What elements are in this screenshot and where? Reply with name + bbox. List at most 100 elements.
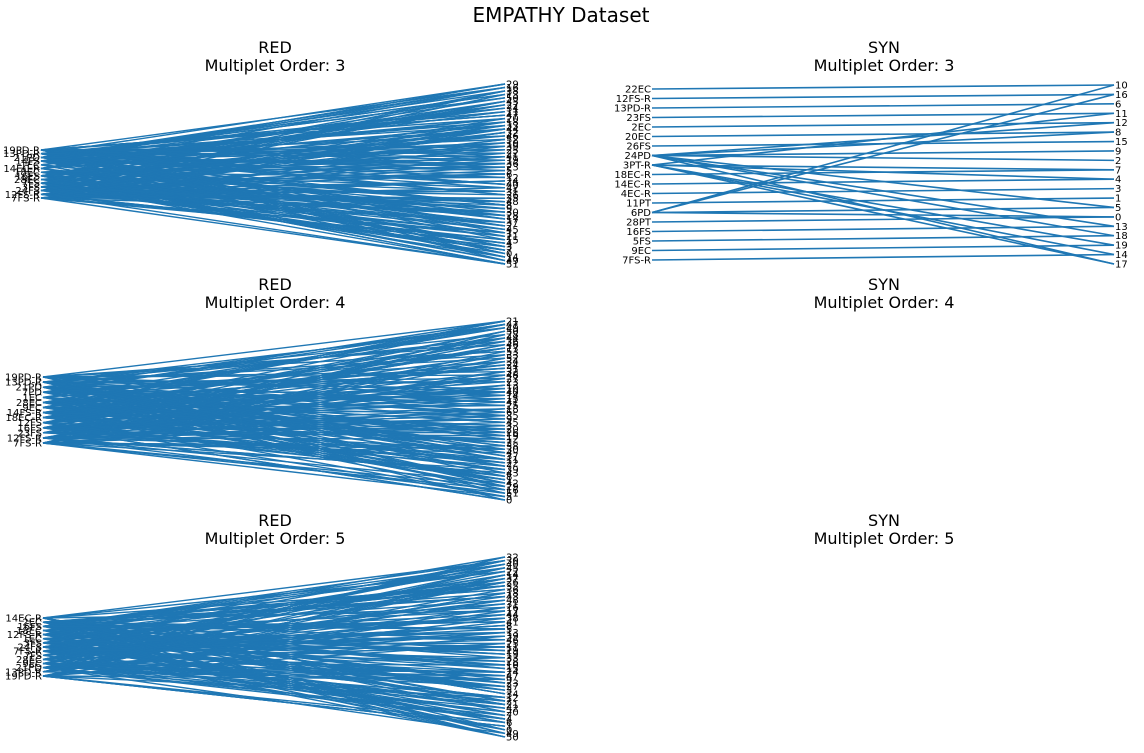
right-node-label: 14 bbox=[506, 391, 519, 402]
right-node-label: 15 bbox=[1115, 137, 1128, 148]
right-node-label: 13 bbox=[506, 90, 519, 101]
right-node-label: 37 bbox=[506, 218, 519, 229]
left-node-label: 20EC bbox=[625, 132, 651, 143]
left-node-label: 7FS bbox=[24, 651, 42, 662]
edge-line bbox=[42, 658, 506, 699]
edge-line bbox=[42, 418, 506, 434]
right-node-label: 3 bbox=[506, 242, 512, 253]
edge-line bbox=[42, 427, 506, 501]
right-node-label: 17 bbox=[506, 344, 519, 355]
right-node-label: 7 bbox=[1115, 165, 1121, 176]
right-node-label: 21 bbox=[506, 317, 519, 328]
edge-line bbox=[42, 675, 506, 724]
right-node-label: 4 bbox=[506, 239, 512, 250]
right-node-label: 36 bbox=[506, 159, 519, 170]
right-node-label: 20 bbox=[506, 707, 519, 718]
edge-line bbox=[40, 86, 506, 170]
right-node-label: 25 bbox=[506, 401, 519, 412]
right-node-label: 26 bbox=[506, 428, 519, 439]
edge-line bbox=[40, 149, 506, 161]
left-node-label: 3FS bbox=[22, 182, 40, 193]
right-node-label: 44 bbox=[506, 333, 519, 344]
edge-line bbox=[651, 84, 1115, 90]
right-node-label: 38 bbox=[506, 441, 519, 452]
right-node-label: 40 bbox=[506, 560, 519, 571]
left-node-label: 13PD-R bbox=[5, 667, 42, 678]
left-node-label: 18EC bbox=[14, 168, 40, 179]
right-node-label: 6 bbox=[506, 408, 512, 419]
edge-line bbox=[42, 381, 506, 478]
left-node-label: 1EC bbox=[22, 393, 42, 404]
edge-line bbox=[651, 234, 1115, 242]
right-node-label: 33 bbox=[506, 350, 519, 361]
panel-title-line-1: SYN bbox=[868, 511, 900, 530]
left-node-label: 7FS-R bbox=[622, 256, 651, 267]
right-node-label: 41 bbox=[506, 152, 519, 163]
right-node-label: 38 bbox=[506, 614, 519, 625]
right-node-label: 35 bbox=[506, 194, 519, 205]
right-node-label: 11 bbox=[1115, 109, 1128, 120]
right-node-label: 24 bbox=[506, 176, 519, 187]
edge-line bbox=[40, 186, 506, 210]
edge-line bbox=[42, 437, 506, 440]
edge-line bbox=[42, 396, 506, 461]
left-node-label: 9EC bbox=[22, 403, 42, 414]
left-node-label: 3FS bbox=[24, 638, 42, 649]
edge-line bbox=[651, 131, 1115, 138]
edge-line bbox=[42, 376, 506, 457]
right-node-label: 18 bbox=[506, 404, 519, 415]
right-node-label: 32 bbox=[506, 367, 519, 378]
right-node-label: 10 bbox=[1115, 81, 1128, 92]
edge-line bbox=[40, 128, 506, 199]
right-node-label: 14 bbox=[506, 571, 519, 582]
edge-line bbox=[651, 206, 1115, 214]
left-node-label: 14FS bbox=[15, 157, 40, 168]
right-node-label: 15 bbox=[506, 394, 519, 405]
right-node-label: 36 bbox=[506, 585, 519, 596]
right-node-label: 34 bbox=[506, 689, 519, 700]
right-node-label: 2 bbox=[506, 697, 512, 708]
left-node-label: 19PD-R bbox=[3, 146, 40, 157]
left-node-label: 24FS bbox=[17, 643, 42, 654]
right-node-label: 34 bbox=[506, 104, 519, 115]
edge-line bbox=[651, 216, 1115, 223]
right-node-label: 13 bbox=[506, 628, 519, 639]
right-node-label: 32 bbox=[506, 128, 519, 139]
right-node-label: 26 bbox=[506, 578, 519, 589]
edge-line bbox=[42, 559, 506, 644]
right-node-label: 12 bbox=[506, 173, 519, 184]
right-node-label: 1 bbox=[506, 722, 512, 733]
edge-line bbox=[40, 182, 506, 265]
right-node-label: 51 bbox=[506, 489, 519, 500]
left-node-label: 5FS bbox=[633, 237, 651, 248]
edge-line bbox=[40, 86, 506, 151]
right-node-label: 13 bbox=[506, 381, 519, 392]
right-node-label: 45 bbox=[506, 563, 519, 574]
edge-line bbox=[40, 149, 506, 234]
right-node-label: 0 bbox=[506, 496, 512, 507]
left-node-label: 16FS bbox=[17, 423, 42, 434]
right-node-label: 12 bbox=[1115, 118, 1128, 129]
right-node-label: 47 bbox=[506, 111, 519, 122]
right-node-label: 40 bbox=[506, 387, 519, 398]
right-node-label: 3 bbox=[506, 421, 512, 432]
right-node-label: 18 bbox=[1115, 231, 1128, 242]
left-node-label: 14EC-R bbox=[614, 180, 651, 191]
edge-line bbox=[42, 422, 506, 498]
right-node-label: 44 bbox=[506, 610, 519, 621]
right-node-label: 29 bbox=[506, 80, 519, 91]
right-node-label: 31 bbox=[506, 364, 519, 375]
right-node-label: 22 bbox=[506, 567, 519, 578]
panel-title-line-2: Multiplet Order: 4 bbox=[814, 293, 955, 312]
right-node-label: 1 bbox=[506, 228, 512, 239]
edge-line bbox=[42, 428, 506, 439]
right-node-label: 25 bbox=[506, 639, 519, 650]
right-node-label: 7 bbox=[506, 711, 512, 722]
right-node-label: 3 bbox=[1115, 184, 1121, 195]
right-node-label: 10 bbox=[506, 384, 519, 395]
edge-line bbox=[42, 638, 506, 673]
edges bbox=[40, 83, 506, 265]
